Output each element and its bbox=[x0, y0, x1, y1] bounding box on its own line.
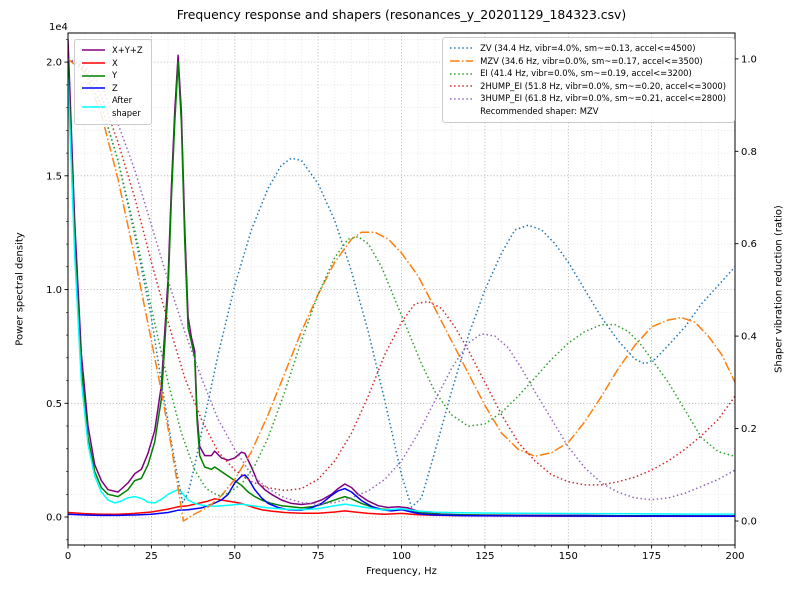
svg-text:1.0: 1.0 bbox=[741, 54, 757, 65]
svg-text:0.4: 0.4 bbox=[741, 332, 757, 343]
legend-label: ZV (34.4 Hz, vibr=4.0%, sm~=0.13, accel<… bbox=[480, 43, 696, 53]
svg-text:0.6: 0.6 bbox=[741, 239, 757, 250]
svg-text:1.5: 1.5 bbox=[46, 171, 62, 182]
legend-item: X bbox=[81, 57, 143, 70]
legend-label: X bbox=[112, 57, 118, 68]
legend-label: 2HUMP_EI (51.8 Hz, vibr=0.0%, sm~=0.20, … bbox=[480, 80, 726, 91]
legend-item: EI (41.4 Hz, vibr=0.0%, sm~=0.19, accel<… bbox=[449, 67, 726, 80]
legend-item: X+Y+Z bbox=[81, 44, 143, 57]
legend-item: Z bbox=[81, 82, 143, 95]
svg-text:200: 200 bbox=[725, 551, 744, 562]
legend-line-swatch bbox=[450, 60, 474, 62]
psd-legend: X+Y+Z X Y Z After shaper bbox=[74, 39, 152, 125]
svg-text:0.8: 0.8 bbox=[741, 147, 757, 158]
legend-line-swatch bbox=[449, 106, 474, 116]
svg-text:125: 125 bbox=[475, 551, 494, 562]
legend-recommended-shaper: Recommended shaper: MZV bbox=[480, 106, 599, 117]
legend-line-swatch bbox=[82, 87, 105, 89]
svg-text:1.0: 1.0 bbox=[46, 285, 62, 296]
svg-text:25: 25 bbox=[145, 551, 158, 562]
legend-label: Z bbox=[112, 82, 118, 93]
legend-line-swatch bbox=[450, 72, 474, 75]
legend-line-swatch bbox=[82, 106, 105, 108]
svg-text:50: 50 bbox=[228, 551, 241, 562]
legend-label: X+Y+Z bbox=[112, 45, 143, 55]
chart-title: Frequency response and shapers (resonanc… bbox=[176, 7, 627, 22]
y-axis-offset-label: 1e4 bbox=[49, 22, 68, 33]
legend-item: ZV (34.4 Hz, vibr=4.0%, sm~=0.13, accel<… bbox=[449, 42, 726, 55]
legend-line-swatch bbox=[450, 47, 474, 50]
svg-text:0.5: 0.5 bbox=[46, 399, 62, 410]
legend-item: MZV (34.6 Hz, vibr=0.0%, sm~=0.17, accel… bbox=[449, 55, 726, 68]
legend-label: EI (41.4 Hz, vibr=0.0%, sm~=0.19, accel<… bbox=[480, 68, 692, 79]
legend-label: After shaper bbox=[112, 95, 141, 119]
y-axis-label-left: Power spectral density bbox=[14, 232, 26, 346]
svg-text:75: 75 bbox=[312, 551, 325, 562]
x-axis-label: Frequency, Hz bbox=[366, 566, 437, 577]
svg-text:0.0: 0.0 bbox=[46, 513, 62, 524]
legend-label: 3HUMP_EI (61.8 Hz, vibr=0.0%, sm~=0.21, … bbox=[480, 93, 726, 104]
svg-text:150: 150 bbox=[559, 551, 578, 562]
legend-line-swatch bbox=[82, 74, 105, 77]
svg-text:0: 0 bbox=[65, 551, 71, 562]
legend-label: Y bbox=[112, 70, 118, 81]
legend-item: Y bbox=[81, 69, 143, 82]
legend-item: 2HUMP_EI (51.8 Hz, vibr=0.0%, sm~=0.20, … bbox=[449, 80, 726, 93]
legend-item: After shaper bbox=[81, 94, 143, 119]
legend-line-swatch bbox=[450, 85, 474, 87]
legend-line-swatch bbox=[450, 97, 474, 100]
svg-text:175: 175 bbox=[642, 551, 661, 562]
svg-text:0.2: 0.2 bbox=[741, 424, 757, 435]
legend-item: 3HUMP_EI (61.8 Hz, vibr=0.0%, sm~=0.21, … bbox=[449, 92, 726, 105]
svg-text:0.0: 0.0 bbox=[741, 517, 757, 528]
legend-item: Recommended shaper: MZV bbox=[449, 105, 726, 118]
legend-line-swatch bbox=[82, 49, 105, 52]
svg-text:2.0: 2.0 bbox=[46, 58, 62, 69]
legend-line-swatch bbox=[82, 62, 105, 64]
legend-label: MZV (34.6 Hz, vibr=0.0%, sm~=0.17, accel… bbox=[480, 55, 703, 66]
y-axis-label-right: Shaper vibration reduction (ratio) bbox=[773, 205, 785, 373]
shaper-legend: ZV (34.4 Hz, vibr=4.0%, sm~=0.13, accel<… bbox=[442, 37, 735, 123]
svg-text:100: 100 bbox=[392, 551, 411, 562]
